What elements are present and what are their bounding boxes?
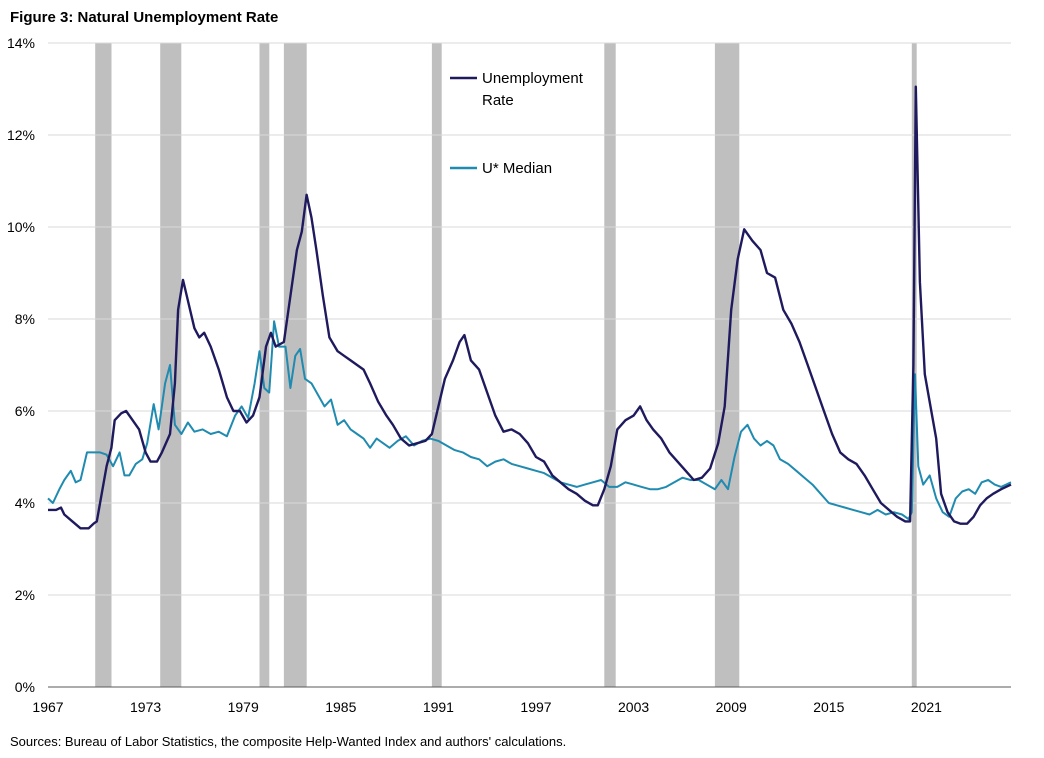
recession-band-0 xyxy=(95,43,112,687)
y-tick-label: 8% xyxy=(15,311,35,327)
axes: 0% 2% 4% 6% 8% 10% 12% 14% 1967 1973 1979 1985 1991 1… xyxy=(7,35,1011,715)
x-tick-label: 2015 xyxy=(813,699,844,715)
y-tick-label: 14% xyxy=(7,35,35,51)
x-tick-label: 1979 xyxy=(228,699,259,715)
x-tick-label: 1985 xyxy=(325,699,356,715)
x-tick-label: 1967 xyxy=(32,699,63,715)
series-line-unemployment-rate xyxy=(48,85,1012,530)
y-tick-label: 0% xyxy=(15,679,35,695)
y-tick-label: 10% xyxy=(7,219,35,235)
x-tick-label: 1997 xyxy=(520,699,551,715)
recession-band-5 xyxy=(604,43,616,687)
recession-band-3 xyxy=(283,43,307,687)
legend: Unemployment Rate U* Median xyxy=(450,70,584,177)
legend-label: U* Median xyxy=(482,160,552,177)
chart-title: Figure 3: Natural Unemployment Rate xyxy=(10,9,279,26)
y-tick-label: 12% xyxy=(7,127,35,143)
source-note: Sources: Bureau of Labor Statistics, the… xyxy=(10,734,567,749)
x-tick-label: 2003 xyxy=(618,699,649,715)
x-tick-label: 1973 xyxy=(130,699,161,715)
series-line-u-median xyxy=(47,320,1012,521)
y-tick-label: 4% xyxy=(15,495,35,511)
recession-band-4 xyxy=(431,43,442,687)
x-tick-label: 2021 xyxy=(911,699,942,715)
y-tick-label: 6% xyxy=(15,403,35,419)
x-tick-label: 1991 xyxy=(423,699,454,715)
legend-label: Unemployment Rate xyxy=(482,70,584,109)
x-tick-label: 2009 xyxy=(716,699,747,715)
y-gridlines xyxy=(48,42,1011,596)
series-lines xyxy=(47,85,1012,530)
y-tick-label: 2% xyxy=(15,587,35,603)
